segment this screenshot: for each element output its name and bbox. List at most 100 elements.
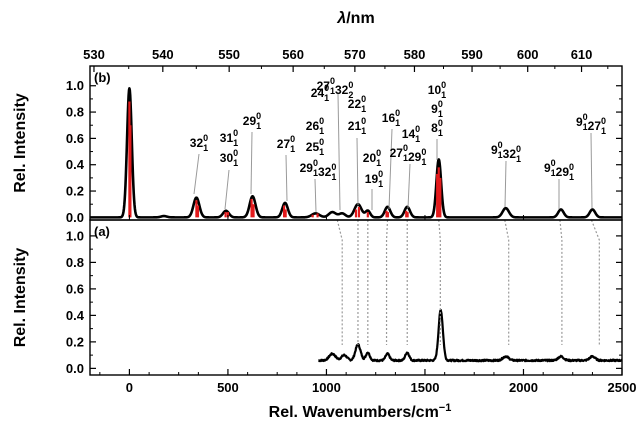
annotation-leader bbox=[504, 160, 507, 208]
peak-label: 240 1 bbox=[311, 83, 329, 103]
peak-label-superscript: 0 bbox=[498, 140, 503, 150]
peak-label-mode: 32 bbox=[318, 165, 332, 179]
peak-label-subscript: 1 bbox=[441, 90, 446, 100]
peak-label: 310 1 bbox=[220, 128, 238, 148]
peak-label-subscript: 1 bbox=[233, 138, 238, 148]
y-tick-label: 0.6 bbox=[66, 131, 84, 146]
x-tick-label: 2000 bbox=[509, 380, 538, 395]
top-tick-label: 610 bbox=[571, 47, 593, 62]
peak-label-superscript: 0 bbox=[313, 158, 318, 168]
connector-line bbox=[504, 219, 510, 345]
peak-label-subscript: 1 bbox=[361, 104, 366, 114]
peak-label-superscript: 0 bbox=[319, 137, 324, 147]
annotation-leader bbox=[314, 178, 317, 213]
peak-label: 290 1320 1 bbox=[300, 158, 337, 182]
peak-label: 90 1270 1 bbox=[576, 112, 606, 136]
peak-label-subscript: 1 bbox=[361, 126, 366, 136]
top-axis-symbol: λ bbox=[336, 10, 346, 27]
peak-label-mode: 32 bbox=[503, 147, 517, 161]
y-tick-label: 0.4 bbox=[66, 308, 85, 323]
peak-label: 300 1 bbox=[220, 148, 238, 168]
peak-label-subscript: 1 bbox=[601, 126, 606, 136]
peak-label-mode: 9 bbox=[544, 161, 551, 175]
peak-label-mode: 29 bbox=[300, 161, 314, 175]
peak-label-mode: 22 bbox=[348, 97, 362, 111]
y-tick-label: 0.8 bbox=[66, 105, 84, 120]
top-tick-label: 580 bbox=[404, 47, 426, 62]
peak-label-mode: 10 bbox=[428, 83, 442, 97]
connector-line bbox=[590, 219, 600, 345]
peak-label-mode: 29 bbox=[408, 150, 422, 164]
peak-label-subscript: 1 bbox=[290, 144, 295, 154]
peak-label-mode: 24 bbox=[311, 86, 325, 100]
peak-label-superscript: 0 bbox=[290, 134, 295, 144]
peak-label-mode: 32 bbox=[335, 83, 349, 97]
peak-label-superscript: 0 bbox=[551, 158, 556, 168]
annotation-leader bbox=[590, 132, 593, 209]
top-axis-title: λ/nm bbox=[336, 10, 374, 27]
top-tick-label: 590 bbox=[461, 47, 483, 62]
y-tick-label: 0.0 bbox=[66, 361, 84, 376]
connector-lines bbox=[336, 219, 600, 345]
annotation-leader bbox=[285, 154, 288, 202]
peak-label-mode: 31 bbox=[220, 131, 234, 145]
peak-label: 270 1290 1 bbox=[390, 143, 427, 167]
peak-label-mode: 20 bbox=[363, 151, 377, 165]
panel-label: (b) bbox=[94, 70, 111, 85]
x-tick-label: 500 bbox=[217, 380, 239, 395]
peak-label-mode: 27 bbox=[277, 137, 291, 151]
plot-area-b bbox=[90, 87, 622, 219]
y-tick-label: 1.0 bbox=[66, 228, 84, 243]
peak-label-mode: 16 bbox=[382, 111, 396, 125]
peak-label-subscript: 1 bbox=[256, 121, 261, 131]
connector-line bbox=[385, 219, 389, 345]
peak-label-subscript: 1 bbox=[378, 179, 383, 189]
x-tick-label: 1000 bbox=[312, 380, 341, 395]
peak-label-mode: 9 bbox=[576, 115, 583, 129]
y-axis-title: Rel. Intensity bbox=[12, 93, 29, 193]
peak-label-superscript: 0 bbox=[331, 162, 336, 172]
peak-label: 270 1 bbox=[277, 134, 295, 154]
peak-label: 210 1 bbox=[348, 116, 366, 136]
annotation-leader bbox=[193, 153, 200, 195]
peak-label: 100 1 bbox=[428, 80, 446, 100]
y-tick-label: 1.0 bbox=[66, 78, 84, 93]
panel-a bbox=[317, 308, 622, 363]
peak-label-superscript: 0 bbox=[361, 94, 366, 104]
peak-label: 320 1 bbox=[190, 133, 208, 153]
peak-label-superscript: 0 bbox=[415, 124, 420, 134]
peak-label-mode: 9 bbox=[431, 102, 438, 116]
peak-label: 260 1 bbox=[306, 116, 324, 136]
peak-label-mode: 8 bbox=[431, 121, 438, 135]
peak-label-superscript: 0 bbox=[438, 118, 443, 128]
peak-label-superscript: 0 bbox=[378, 169, 383, 179]
top-tick-label: 570 bbox=[344, 47, 366, 62]
peak-label-superscript: 0 bbox=[256, 111, 261, 121]
peak-label-mode: 26 bbox=[306, 119, 320, 133]
x-axis-title: Rel. Wavenumbers/cm−1 bbox=[269, 402, 452, 421]
x-tick-label: 0 bbox=[126, 380, 133, 395]
peak-label-mode: 29 bbox=[243, 114, 257, 128]
peak-label-subscript: 1 bbox=[376, 158, 381, 168]
plot-area-a bbox=[317, 308, 622, 363]
y-tick-label: 0.0 bbox=[66, 210, 84, 225]
connector-line bbox=[559, 219, 563, 345]
peak-label-superscript: 0 bbox=[395, 108, 400, 118]
peak-label-subscript: 1 bbox=[319, 147, 324, 157]
peak-label-superscript: 0 bbox=[233, 148, 238, 158]
peak-label-superscript: 0 bbox=[233, 128, 238, 138]
peak-label-superscript: 0 bbox=[516, 144, 521, 154]
y-tick-label: 0.4 bbox=[66, 157, 85, 172]
peak-label: 140 1 bbox=[402, 124, 420, 144]
peak-label: 90 1290 1 bbox=[544, 158, 574, 182]
top-axis-unit: /nm bbox=[346, 10, 374, 27]
peak-label-subscript: 1 bbox=[331, 172, 336, 182]
peak-label-superscript: 0 bbox=[569, 162, 574, 172]
peak-label-subscript: 1 bbox=[516, 154, 521, 164]
panel-b bbox=[90, 87, 622, 219]
peak-label-subscript: 1 bbox=[583, 122, 588, 132]
peak-label-subscript: 1 bbox=[313, 168, 318, 178]
peak-label: 220 1 bbox=[348, 94, 366, 114]
peak-label-superscript: 0 bbox=[324, 83, 329, 93]
peak-label-mode: 9 bbox=[491, 143, 498, 157]
